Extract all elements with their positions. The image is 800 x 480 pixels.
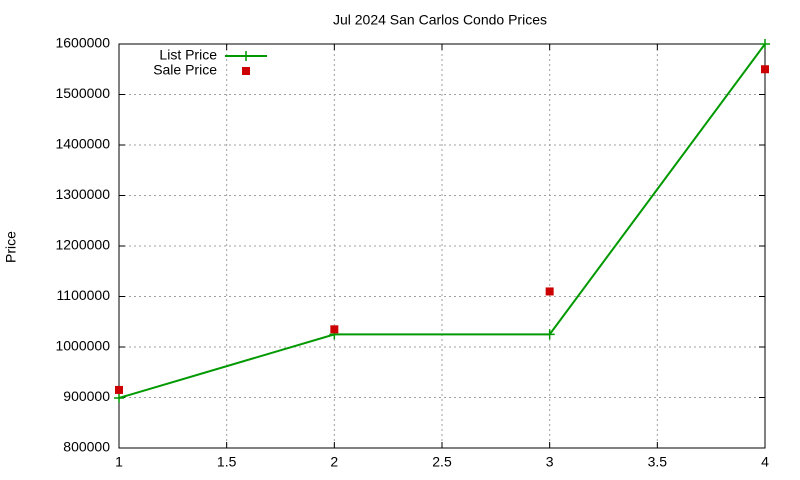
point	[545, 287, 554, 296]
chart-title: Jul 2024 San Carlos Condo Prices	[333, 12, 547, 28]
legend-label: List Price	[159, 47, 217, 63]
x-tick-label: 2	[330, 454, 338, 470]
x-tick-label: 3.5	[648, 454, 668, 470]
point	[330, 325, 339, 334]
x-tick-label: 1.5	[217, 454, 237, 470]
y-axis-label: Price	[3, 231, 19, 263]
x-tick-label: 3	[546, 454, 554, 470]
y-tick-label: 1000000	[55, 338, 110, 354]
y-tick-label: 1600000	[55, 35, 110, 51]
point	[760, 39, 770, 49]
point	[114, 393, 124, 404]
point	[761, 65, 769, 74]
y-tick-label: 1100000	[57, 287, 111, 303]
x-tick-label: 4	[761, 454, 769, 470]
y-tick-label: 900000	[63, 388, 110, 404]
point	[544, 329, 555, 340]
y-tick-label: 1500000	[55, 85, 110, 101]
y-tick-label: 800000	[63, 439, 110, 455]
y-tick-label: 1300000	[55, 186, 110, 202]
point	[115, 385, 123, 394]
plot-frame	[118, 43, 766, 449]
legend-swatch	[242, 67, 250, 75]
y-tick-label: 1400000	[55, 136, 110, 152]
y-tick-label: 1200000	[55, 237, 110, 253]
x-tick-label: 1	[115, 454, 123, 470]
x-tick-label: 2.5	[432, 454, 452, 470]
line	[118, 43, 766, 399]
legend-label: Sale Price	[153, 62, 217, 78]
legend-swatch	[241, 51, 251, 61]
